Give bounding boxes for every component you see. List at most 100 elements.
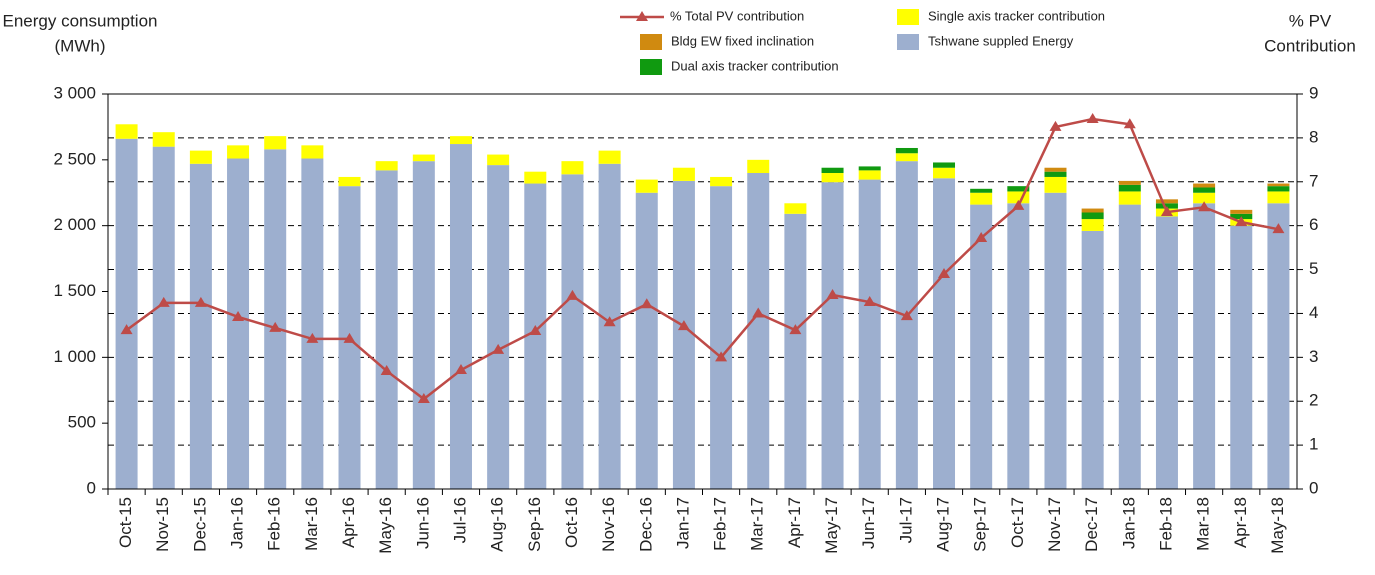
bar-segment: [375, 161, 398, 171]
line-marker: [789, 324, 802, 335]
bar-segment: [1081, 230, 1104, 489]
line-marker: [900, 310, 913, 321]
bar-segment: [152, 146, 175, 489]
legend-label: % Total PV contribution: [670, 8, 804, 23]
bar-segment: [1155, 199, 1178, 204]
x-tick-label: Apr-18: [1231, 497, 1250, 548]
bar-segment: [449, 144, 472, 490]
legend-swatch: [640, 59, 662, 75]
line-marker: [826, 289, 839, 300]
bar-segment: [1044, 167, 1067, 172]
y2-tick-label: 9: [1309, 83, 1318, 102]
x-tick-label: May-17: [822, 497, 841, 554]
line-marker: [120, 324, 133, 335]
bar-segment: [561, 161, 584, 175]
x-tick-label: Jan-17: [673, 497, 692, 549]
bar-segment: [821, 167, 844, 173]
line-marker: [1012, 199, 1025, 210]
line-marker: [566, 289, 579, 300]
x-tick-label: Sep-17: [971, 497, 990, 552]
x-tick-label: Jun-17: [859, 497, 878, 549]
x-tick-label: Jul-16: [450, 497, 469, 543]
bar-segment: [1267, 191, 1290, 204]
bar-segment: [189, 150, 212, 164]
bar-segment: [1081, 219, 1104, 231]
legend-swatch: [897, 9, 919, 25]
x-tick-label: Nov-16: [599, 497, 618, 552]
bar-segment: [264, 136, 287, 150]
line-marker: [1198, 201, 1211, 212]
bar-segment: [1118, 184, 1141, 192]
bar-segment: [784, 203, 807, 214]
x-tick-label: Jan-16: [228, 497, 247, 549]
line-marker: [715, 351, 728, 362]
legend-label: Dual axis tracker contribution: [671, 58, 839, 73]
y2-tick-label: 0: [1309, 478, 1318, 497]
bar-segment: [1267, 203, 1290, 490]
bar-segment: [858, 170, 881, 180]
y-axis-label: Energy consumption: [3, 11, 158, 30]
line-marker: [417, 393, 430, 404]
bar-segment: [858, 166, 881, 171]
x-tick-label: Oct-17: [1008, 497, 1027, 548]
line-series: [125, 117, 1279, 401]
bar-segment: [338, 176, 361, 187]
bar-segment: [524, 183, 547, 490]
bar-segment: [598, 163, 621, 490]
bar-segment: [970, 192, 993, 205]
x-tick-label: Dec-16: [636, 497, 655, 552]
line-marker: [380, 364, 393, 375]
legend-swatch: [640, 34, 662, 50]
y2-axis-label: % PV: [1289, 11, 1332, 30]
line-marker: [269, 321, 282, 332]
bar-segment: [1044, 171, 1067, 177]
bar-segment: [487, 154, 510, 166]
line-marker: [194, 296, 207, 307]
x-tick-label: Oct-16: [562, 497, 581, 548]
bar-segment: [524, 171, 547, 184]
y2-tick-label: 3: [1309, 347, 1318, 366]
legend-label: Single axis tracker contribution: [928, 8, 1105, 23]
bar-segment: [1230, 209, 1253, 214]
bar-segment: [635, 179, 658, 193]
bar-segment: [1007, 191, 1030, 204]
bar-segment: [1193, 203, 1216, 490]
bar-segment: [1118, 204, 1141, 489]
bar-segment: [933, 162, 956, 168]
bar-segment: [115, 138, 138, 489]
x-tick-label: Apr-17: [785, 497, 804, 548]
line-marker: [306, 332, 319, 343]
y2-tick-label: 7: [1309, 171, 1318, 190]
x-tick-label: Jun-16: [413, 497, 432, 549]
bar-segment: [375, 170, 398, 489]
line-marker: [863, 296, 876, 307]
bar-segment: [970, 188, 993, 193]
x-tick-label: Aug-16: [488, 497, 507, 552]
bar-segment: [710, 186, 733, 489]
bar-segment: [895, 161, 918, 489]
x-tick-label: Apr-16: [339, 497, 358, 548]
bar-segment: [1193, 187, 1216, 193]
line-marker: [454, 364, 467, 375]
bar-segment: [301, 145, 324, 159]
line-marker: [752, 307, 765, 318]
y2-tick-label: 1: [1309, 435, 1318, 454]
bar-segment: [115, 124, 138, 139]
y-tick-label: 0: [87, 478, 96, 497]
x-tick-label: Sep-16: [525, 497, 544, 552]
x-tick-label: May-16: [376, 497, 395, 554]
legend-marker: [636, 11, 648, 21]
bar-segment: [821, 182, 844, 489]
y-tick-label: 1 000: [53, 347, 96, 366]
bar-segment: [1007, 186, 1030, 192]
bar-segment: [1267, 186, 1290, 192]
bar-segment: [1267, 183, 1290, 187]
x-tick-label: Nov-17: [1045, 497, 1064, 552]
x-tick-label: Aug-17: [934, 497, 953, 552]
x-tick-label: Jul-17: [896, 497, 915, 543]
x-tick-label: Oct-15: [116, 497, 135, 548]
y2-axis-label: Contribution: [1264, 36, 1356, 55]
y2-tick-label: 6: [1309, 215, 1318, 234]
bar-segment: [1081, 208, 1104, 213]
